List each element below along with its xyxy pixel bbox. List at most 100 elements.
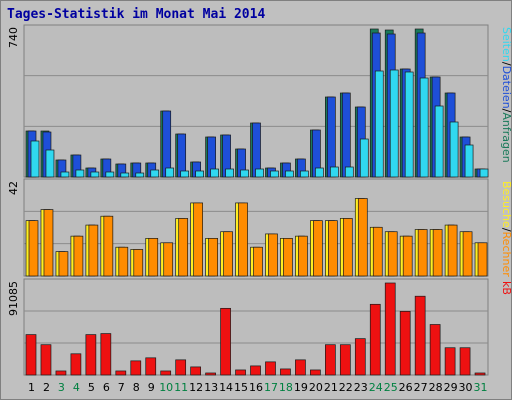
bar-kbytes-day-4 <box>70 353 82 376</box>
chart-title: Tages-Statistik im Monat Mai 2014 <box>7 7 266 22</box>
bar-kbytes-day-23 <box>354 338 366 376</box>
day-label-29: 29 <box>444 381 458 394</box>
day-label-13: 13 <box>204 381 218 394</box>
bar-files-day-22 <box>341 92 351 178</box>
bar-pages-day-31 <box>479 168 489 178</box>
bar-pages-day-30 <box>464 144 474 178</box>
day-label-9: 9 <box>148 381 155 394</box>
bar-visits-day-26 <box>402 235 413 277</box>
bar-kbytes-day-31 <box>474 372 486 376</box>
bar-visits-day-3 <box>58 251 69 277</box>
bar-files-day-21 <box>327 96 336 178</box>
bar-pages-day-21 <box>330 166 339 178</box>
day-label-21: 21 <box>324 381 338 394</box>
ymax-label-kbytes: 91085 <box>7 281 20 316</box>
bar-visits-day-9 <box>148 238 159 277</box>
day-label-17: 17 <box>264 381 278 394</box>
bar-visits-day-24 <box>372 226 383 277</box>
bar-visits-day-16 <box>253 246 263 277</box>
bar-kbytes-day-26 <box>399 311 411 376</box>
bar-pages-day-17 <box>270 170 279 178</box>
legend-visits-sites: Besuche/Rechner <box>500 181 512 277</box>
bar-visits-day-29 <box>447 224 458 277</box>
bar-pages-day-18 <box>285 170 294 178</box>
bar-visits-day-14 <box>223 231 233 277</box>
day-label-14: 14 <box>219 381 233 394</box>
bar-kbytes-day-17 <box>265 361 276 376</box>
day-label-1: 1 <box>28 381 35 394</box>
bar-pages-day-7 <box>120 172 130 178</box>
ymax-label-visits-sites: 42 <box>7 181 20 195</box>
bar-visits-day-31 <box>477 242 488 277</box>
bar-visits-day-25 <box>387 231 398 277</box>
bar-kbytes-day-20 <box>310 369 321 376</box>
day-label-3: 3 <box>58 381 65 394</box>
bar-visits-day-5 <box>88 224 99 277</box>
day-label-22: 22 <box>339 381 353 394</box>
bar-visits-day-2 <box>43 209 54 277</box>
bar-visits-day-19 <box>298 235 308 277</box>
bar-visits-day-1 <box>28 220 39 277</box>
bar-visits-day-8 <box>133 249 144 277</box>
bar-kbytes-day-6 <box>100 333 112 376</box>
bar-pages-day-24 <box>374 70 384 178</box>
bar-pages-day-20 <box>315 167 324 178</box>
bar-pages-day-8 <box>135 172 145 178</box>
day-label-23: 23 <box>354 381 368 394</box>
bar-kbytes-day-27 <box>414 295 426 376</box>
bar-kbytes-day-11 <box>175 359 187 376</box>
bar-visits-day-17 <box>268 233 278 277</box>
legend-hits-files-pages: Seiten/Dateien/Anfragen <box>500 27 512 163</box>
bar-pages-day-19 <box>300 170 309 178</box>
bar-pages-day-29 <box>449 121 459 178</box>
bar-kbytes-day-29 <box>444 347 456 376</box>
bar-pages-day-12 <box>195 170 204 178</box>
bar-visits-day-27 <box>417 229 428 277</box>
bar-visits-day-21 <box>328 220 338 277</box>
bar-pages-day-2 <box>45 149 55 178</box>
bar-pages-day-10 <box>165 167 175 178</box>
bar-files-day-10 <box>162 110 172 178</box>
bar-pages-day-5 <box>90 171 100 178</box>
bar-pages-day-13 <box>210 168 219 178</box>
bar-kbytes-day-14 <box>220 307 231 376</box>
bar-pages-day-4 <box>75 169 85 178</box>
bar-visits-day-22 <box>342 218 353 277</box>
bar-pages-day-28 <box>434 105 444 178</box>
day-label-5: 5 <box>88 381 95 394</box>
bar-kbytes-day-10 <box>160 370 172 376</box>
day-label-15: 15 <box>234 381 248 394</box>
bar-pages-day-1 <box>30 140 40 178</box>
day-label-6: 6 <box>103 381 110 394</box>
day-label-10: 10 <box>159 381 173 394</box>
bar-kbytes-day-12 <box>190 366 201 376</box>
day-label-24: 24 <box>369 381 383 394</box>
bar-kbytes-day-22 <box>339 344 351 376</box>
day-label-28: 28 <box>429 381 443 394</box>
bar-pages-day-22 <box>344 166 354 178</box>
bar-kbytes-day-25 <box>384 282 396 376</box>
bar-kbytes-day-28 <box>429 324 441 376</box>
day-label-18: 18 <box>279 381 293 394</box>
day-label-27: 27 <box>414 381 428 394</box>
bar-pages-day-25 <box>389 69 399 178</box>
day-label-7: 7 <box>118 381 125 394</box>
bar-pages-day-15 <box>240 169 249 178</box>
bar-visits-day-13 <box>208 238 218 277</box>
day-label-11: 11 <box>174 381 188 394</box>
day-label-30: 30 <box>459 381 473 394</box>
day-label-19: 19 <box>294 381 308 394</box>
day-label-8: 8 <box>133 381 140 394</box>
bar-pages-day-23 <box>359 138 369 178</box>
day-label-4: 4 <box>73 381 80 394</box>
bar-kbytes-day-1 <box>25 334 37 376</box>
bar-kbytes-day-19 <box>295 359 306 376</box>
bar-pages-day-27 <box>419 77 429 178</box>
bar-pages-day-9 <box>150 169 160 178</box>
bar-kbytes-day-8 <box>130 360 142 376</box>
bar-pages-day-16 <box>255 168 264 178</box>
bar-kbytes-day-9 <box>145 357 157 376</box>
bar-visits-day-15 <box>238 202 248 277</box>
legend-kbytes: kB <box>500 281 512 295</box>
